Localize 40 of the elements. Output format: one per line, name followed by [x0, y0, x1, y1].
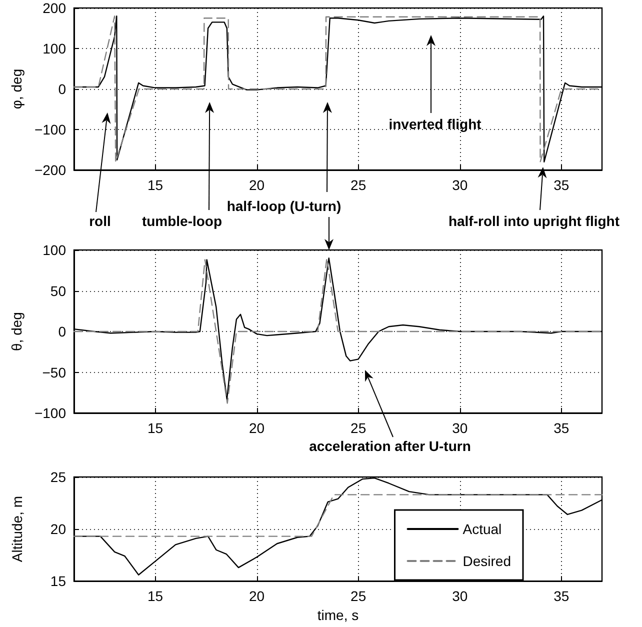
- x-tick-label: 20: [248, 588, 265, 604]
- y-tick-label: −50: [42, 364, 66, 380]
- legend-label: Desired: [462, 553, 512, 569]
- y-tick-label: 100: [42, 40, 66, 56]
- x-tick-label: 15: [147, 588, 164, 604]
- y-tick-label: −100: [34, 405, 66, 421]
- y-tick-label: 25: [50, 469, 66, 485]
- x-tick-label: 30: [452, 588, 468, 604]
- x-tick-label: 35: [554, 420, 570, 436]
- annotation: inverted flight: [388, 116, 482, 132]
- x-axis-title: time, s: [317, 607, 359, 623]
- y-axis-title: φ, deg: [8, 68, 25, 110]
- y-axis-title: θ, deg: [8, 312, 25, 351]
- x-tick-label: 25: [350, 588, 366, 604]
- y-tick-label: 0: [58, 81, 66, 97]
- x-tick-label: 25: [350, 420, 366, 436]
- x-tick-label: 20: [248, 177, 265, 193]
- y-tick-label: 100: [42, 242, 66, 258]
- y-tick-label: 15: [50, 573, 66, 590]
- text: acceleration after U-turn: [309, 438, 471, 454]
- y-tick-label: −200: [34, 162, 66, 178]
- x-tick-label: 35: [554, 588, 570, 604]
- text: tumble-loop: [142, 213, 222, 229]
- text: half-loop (U-turn): [226, 198, 342, 214]
- y-tick-label: 0: [58, 324, 66, 340]
- y-tick-label: 20: [50, 521, 66, 538]
- x-tick-label: 35: [554, 177, 570, 193]
- x-tick-label: 20: [248, 420, 265, 436]
- y-tick-label: −100: [34, 122, 66, 138]
- x-tick-label: 25: [350, 177, 366, 193]
- y-tick-label: 200: [42, 0, 66, 16]
- x-tick-label: 30: [452, 420, 468, 436]
- x-tick-label: 15: [147, 177, 164, 193]
- text: roll: [89, 213, 111, 229]
- y-axis-title: Altitude, m: [9, 496, 25, 562]
- y-tick-label: 50: [50, 282, 66, 299]
- text: half-roll into upright flight: [448, 213, 620, 229]
- legend-label: Actual: [462, 521, 502, 537]
- x-tick-label: 15: [147, 420, 164, 436]
- x-tick-label: 30: [452, 177, 468, 193]
